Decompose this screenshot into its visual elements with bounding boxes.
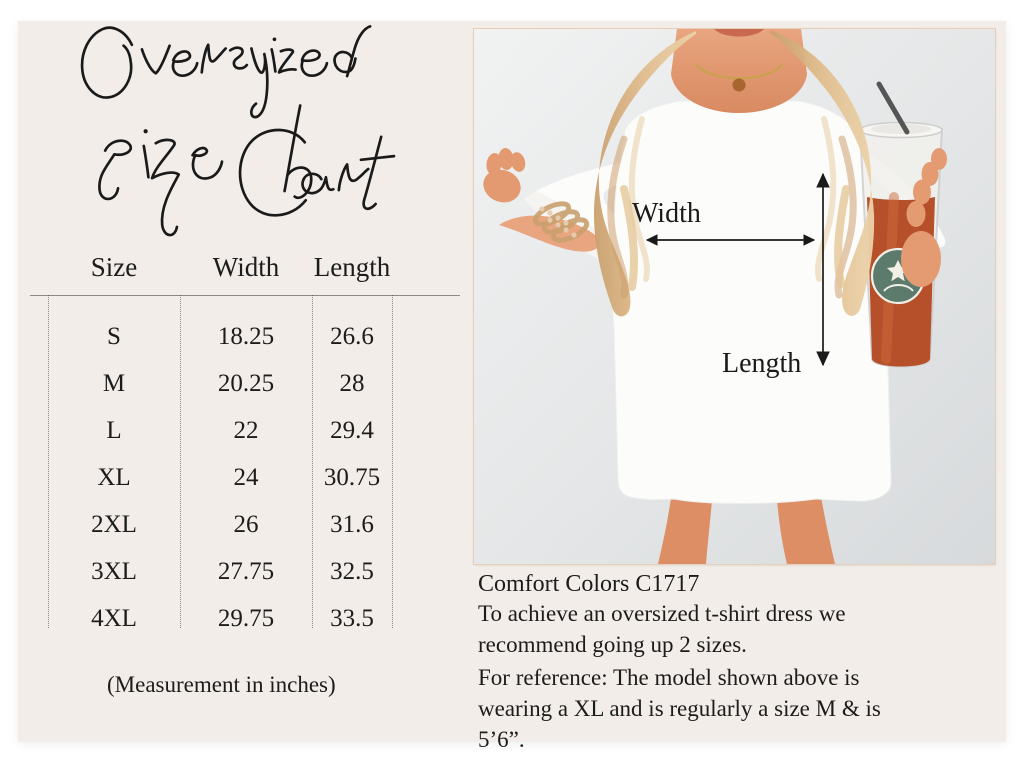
svg-text:Length: Length	[722, 348, 801, 379]
svg-text:Width: Width	[632, 198, 701, 229]
